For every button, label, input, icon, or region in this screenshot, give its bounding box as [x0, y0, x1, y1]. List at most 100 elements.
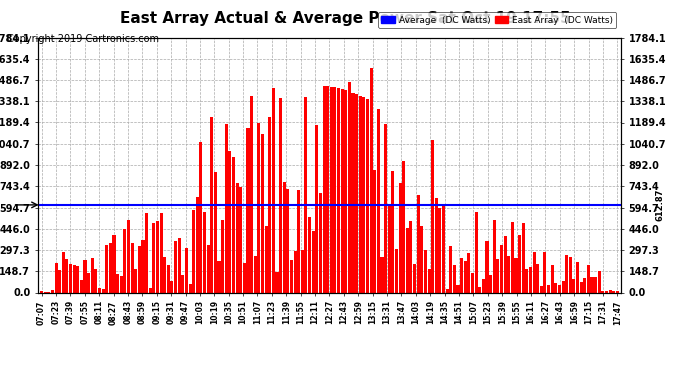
- Bar: [370, 68, 373, 292]
- Bar: [355, 94, 358, 292]
- Bar: [565, 255, 569, 292]
- Bar: [428, 269, 431, 292]
- Bar: [373, 170, 376, 292]
- Bar: [337, 88, 340, 292]
- Bar: [475, 212, 477, 292]
- Bar: [167, 266, 170, 292]
- Bar: [464, 261, 467, 292]
- Bar: [116, 274, 119, 292]
- Bar: [402, 161, 405, 292]
- Bar: [467, 253, 471, 292]
- Bar: [562, 281, 564, 292]
- Bar: [254, 256, 257, 292]
- Text: Copyright 2019 Cartronics.com: Copyright 2019 Cartronics.com: [7, 34, 159, 44]
- Bar: [40, 291, 43, 292]
- Bar: [308, 217, 311, 292]
- Bar: [583, 278, 586, 292]
- Bar: [612, 291, 615, 292]
- Bar: [297, 190, 300, 292]
- Bar: [246, 128, 250, 292]
- Bar: [616, 291, 619, 292]
- Bar: [500, 245, 503, 292]
- Bar: [348, 82, 351, 292]
- Bar: [442, 206, 445, 292]
- Bar: [522, 223, 525, 292]
- Bar: [304, 98, 308, 292]
- Bar: [507, 256, 511, 292]
- Bar: [609, 290, 611, 292]
- Bar: [551, 265, 554, 292]
- Bar: [319, 193, 322, 292]
- Bar: [214, 172, 217, 292]
- Bar: [536, 264, 540, 292]
- Bar: [261, 134, 264, 292]
- Bar: [377, 109, 380, 292]
- Bar: [83, 260, 86, 292]
- Bar: [351, 93, 355, 292]
- Bar: [591, 277, 593, 292]
- Bar: [174, 241, 177, 292]
- Bar: [290, 260, 293, 292]
- Bar: [130, 243, 134, 292]
- Bar: [453, 265, 456, 292]
- Bar: [326, 86, 329, 292]
- Bar: [573, 279, 575, 292]
- Bar: [72, 266, 76, 292]
- Bar: [203, 212, 206, 292]
- Bar: [95, 268, 97, 292]
- Bar: [449, 246, 453, 292]
- Bar: [417, 195, 420, 292]
- Bar: [366, 99, 369, 292]
- Bar: [127, 220, 130, 292]
- Bar: [77, 266, 79, 292]
- Bar: [525, 268, 529, 292]
- Bar: [482, 279, 485, 292]
- Bar: [279, 98, 282, 292]
- Text: East Array Actual & Average Power Sat Oct 19 17:55: East Array Actual & Average Power Sat Oc…: [119, 11, 571, 26]
- Bar: [185, 248, 188, 292]
- Bar: [87, 273, 90, 292]
- Legend: Average  (DC Watts), East Array  (DC Watts): Average (DC Watts), East Array (DC Watts…: [378, 12, 616, 28]
- Bar: [148, 288, 152, 292]
- Bar: [409, 220, 413, 292]
- Bar: [152, 223, 155, 292]
- Bar: [232, 157, 235, 292]
- Bar: [544, 252, 546, 292]
- Bar: [341, 89, 344, 292]
- Bar: [275, 272, 279, 292]
- Bar: [192, 210, 195, 292]
- Bar: [90, 258, 94, 292]
- Bar: [66, 259, 68, 292]
- Bar: [605, 291, 608, 292]
- Bar: [460, 258, 463, 292]
- Bar: [199, 142, 202, 292]
- Bar: [518, 235, 521, 292]
- Bar: [264, 226, 268, 292]
- Bar: [210, 117, 213, 292]
- Bar: [235, 183, 239, 292]
- Bar: [257, 123, 260, 292]
- Bar: [283, 182, 286, 292]
- Bar: [344, 90, 347, 292]
- Bar: [362, 97, 366, 292]
- Bar: [438, 208, 442, 292]
- Bar: [196, 197, 199, 292]
- Bar: [569, 258, 572, 292]
- Bar: [558, 285, 561, 292]
- Bar: [134, 269, 137, 292]
- Bar: [489, 275, 492, 292]
- Bar: [69, 264, 72, 292]
- Bar: [239, 187, 242, 292]
- Bar: [496, 259, 500, 292]
- Bar: [268, 117, 271, 292]
- Bar: [602, 291, 604, 292]
- Bar: [101, 289, 105, 292]
- Bar: [431, 140, 434, 292]
- Text: 612.87: 612.87: [656, 189, 664, 221]
- Bar: [286, 189, 289, 292]
- Bar: [225, 124, 228, 292]
- Bar: [138, 246, 141, 292]
- Bar: [406, 228, 409, 292]
- Bar: [181, 275, 184, 292]
- Bar: [486, 241, 489, 292]
